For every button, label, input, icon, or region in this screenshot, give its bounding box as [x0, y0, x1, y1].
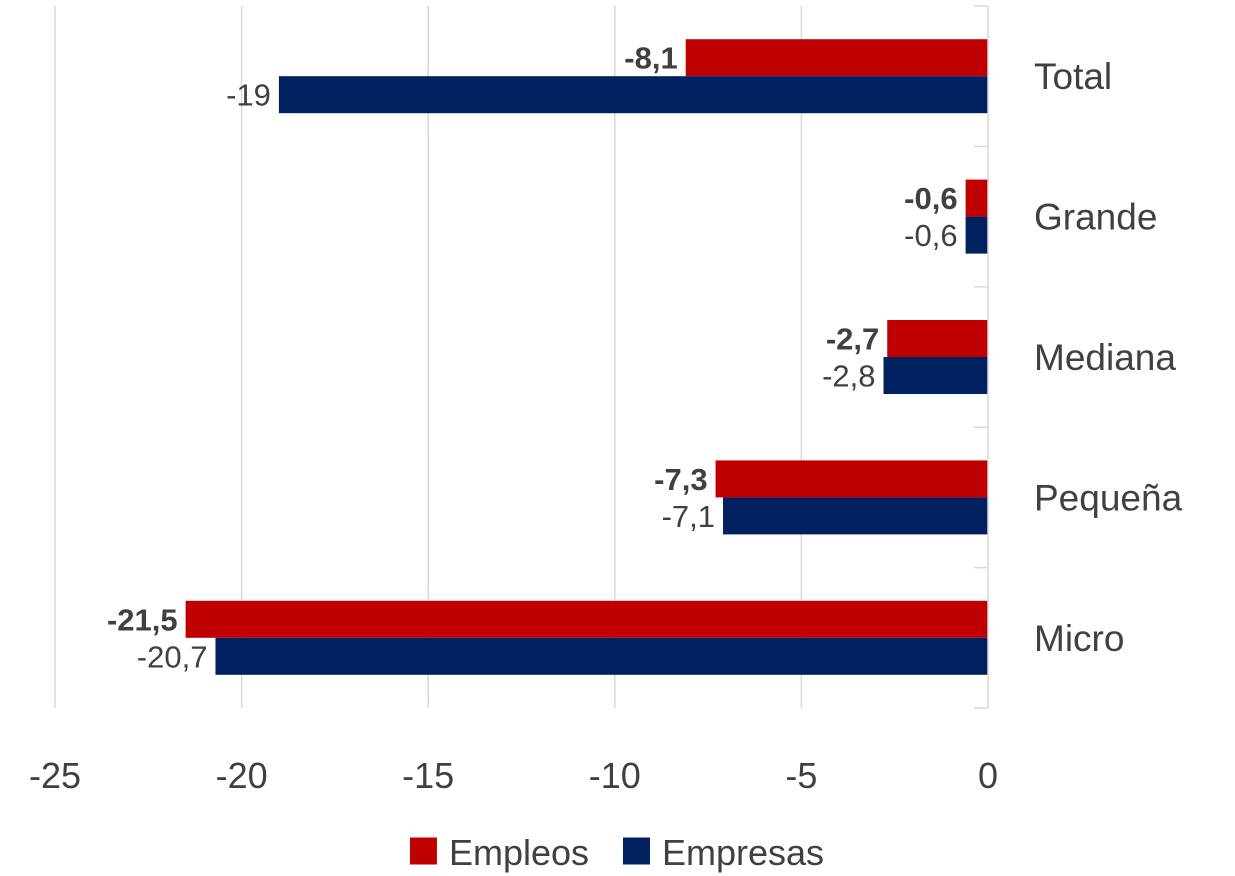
bar-empleos-grande: [965, 179, 988, 217]
category-label-micro: Micro: [1034, 618, 1124, 659]
bar-empresas-pequeña: [723, 497, 988, 535]
bar-empresas-mediana: [883, 357, 988, 394]
category-axis: [974, 5, 989, 709]
legend-swatch-empleos: [409, 837, 437, 865]
data-labels: -8,1 -19 -0,6-0,6 -2,7-2,8 -7,3-7,1 -21,5-20,…: [107, 41, 958, 675]
legend-swatch-empresas: [623, 837, 650, 865]
x-tick-label: -15: [402, 755, 454, 796]
data-label-empleos-grande: -0,6: [904, 181, 957, 216]
data-label-empleos-micro: -21,5: [107, 602, 178, 637]
bar-empresas-micro: [215, 637, 988, 675]
x-axis-ticks: -25 -20 -15 -10 -5 0: [29, 755, 998, 796]
category-label-grande: Grande: [1034, 197, 1157, 238]
gridlines: [54, 6, 803, 708]
category-label-pequeña: Pequeña: [1034, 477, 1183, 518]
bar-empleos-total: [685, 39, 988, 77]
bar-empleos-pequeña: [715, 460, 988, 498]
x-tick-label: -5: [785, 755, 817, 796]
data-label-empleos-mediana: -2,7: [826, 322, 879, 357]
category-labels: Total Grande Mediana Pequeña Micro: [1034, 56, 1183, 659]
data-label-empleos-total: -8,1: [624, 41, 677, 76]
bar-empleos-micro: [185, 600, 988, 638]
legend-label-empleos: Empleos: [449, 832, 589, 873]
category-label-mediana: Mediana: [1034, 337, 1176, 378]
category-label-total: Total: [1034, 56, 1112, 97]
data-label-empresas-micro: -20,7: [137, 639, 208, 674]
bar-empresas-grande: [965, 216, 988, 254]
x-tick-label: -25: [29, 755, 81, 796]
bar-empleos-mediana: [887, 320, 988, 357]
data-label-empresas-total: -19: [226, 78, 271, 113]
legend: Empleos Empresas: [409, 832, 824, 873]
data-label-empresas-grande: -0,6: [904, 218, 957, 253]
legend-label-empresas: Empresas: [662, 832, 824, 873]
x-tick-label: -10: [589, 755, 641, 796]
data-label-empleos-pequeña: -7,3: [654, 462, 707, 497]
bar-empresas-total: [278, 76, 988, 114]
x-tick-label: -20: [216, 755, 268, 796]
bars: [185, 39, 988, 675]
x-tick-label: 0: [978, 755, 998, 796]
data-label-empresas-mediana: -2,8: [822, 359, 875, 394]
data-label-empresas-pequeña: -7,1: [662, 499, 715, 534]
